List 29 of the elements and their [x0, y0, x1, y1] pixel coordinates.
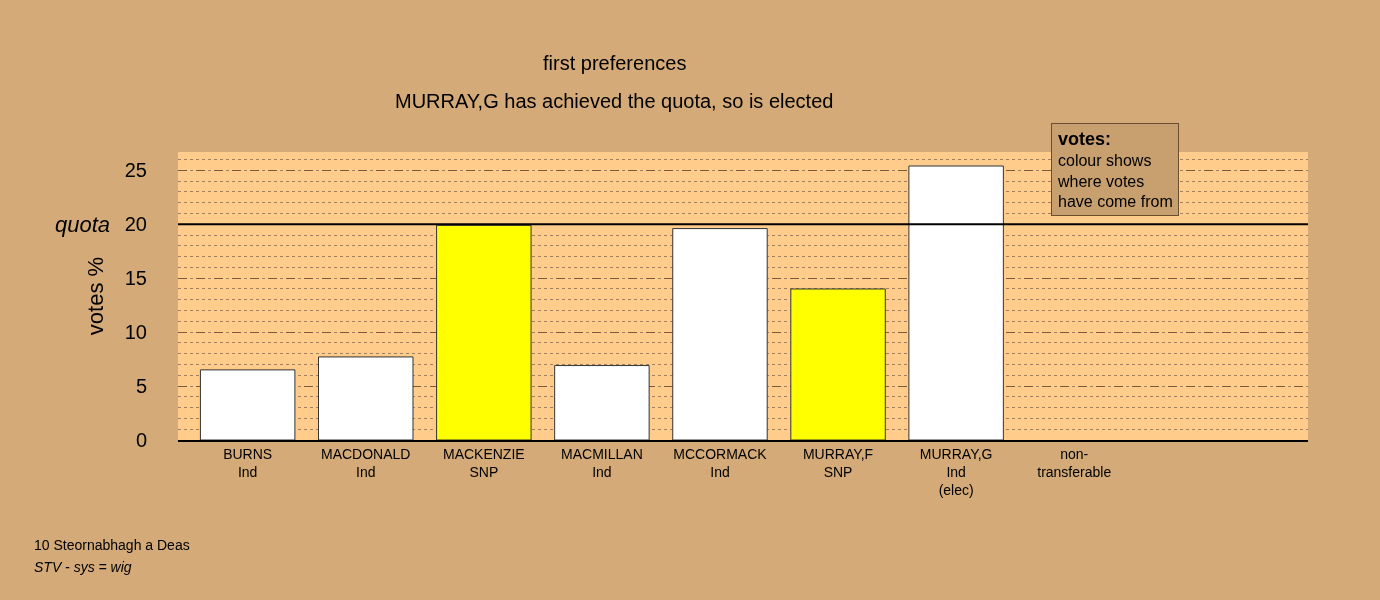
ref-line-label: quota — [55, 212, 111, 237]
chart-subtitle: MURRAY,G has achieved the quota, so is elected — [395, 90, 834, 112]
bar — [436, 224, 532, 440]
chart-title: first preferences — [543, 52, 687, 74]
x-tick-label: MACMILLAN Ind — [561, 445, 643, 480]
y-tick-label: 5 — [135, 375, 147, 398]
bar — [790, 288, 886, 440]
x-tick-label: MURRAY,G Ind (elec) — [919, 445, 993, 499]
x-tick-label: MACDONALD Ind — [321, 445, 411, 480]
y-tick-label: 15 — [124, 267, 147, 290]
y-tick-label: 25 — [124, 159, 147, 182]
x-tick-label: MACKENZIE SNP — [442, 445, 525, 480]
text: STV - sys = wig — [34, 559, 132, 575]
x-tick-label: MCCORMACK Ind — [673, 445, 768, 480]
bar — [554, 365, 650, 440]
x-tick-label: BURNS Ind — [223, 445, 273, 480]
text: votes: — [1058, 129, 1112, 149]
bar — [672, 228, 768, 440]
x-tick-label: non- transferable — [1037, 445, 1112, 480]
bar — [199, 369, 296, 440]
bar — [908, 165, 1004, 440]
text: 10 Steornabhagh a Deas — [34, 537, 190, 553]
y-tick-label: 20 — [124, 213, 147, 236]
annotation: colour shows where votes have come from — [1057, 151, 1173, 211]
y-tick-label: 10 — [124, 321, 147, 344]
bar — [318, 356, 414, 440]
y-axis-title: votes % — [82, 256, 108, 336]
x-tick-label: MURRAY,F SNP — [802, 445, 874, 480]
y-tick-label: 0 — [135, 429, 147, 451]
